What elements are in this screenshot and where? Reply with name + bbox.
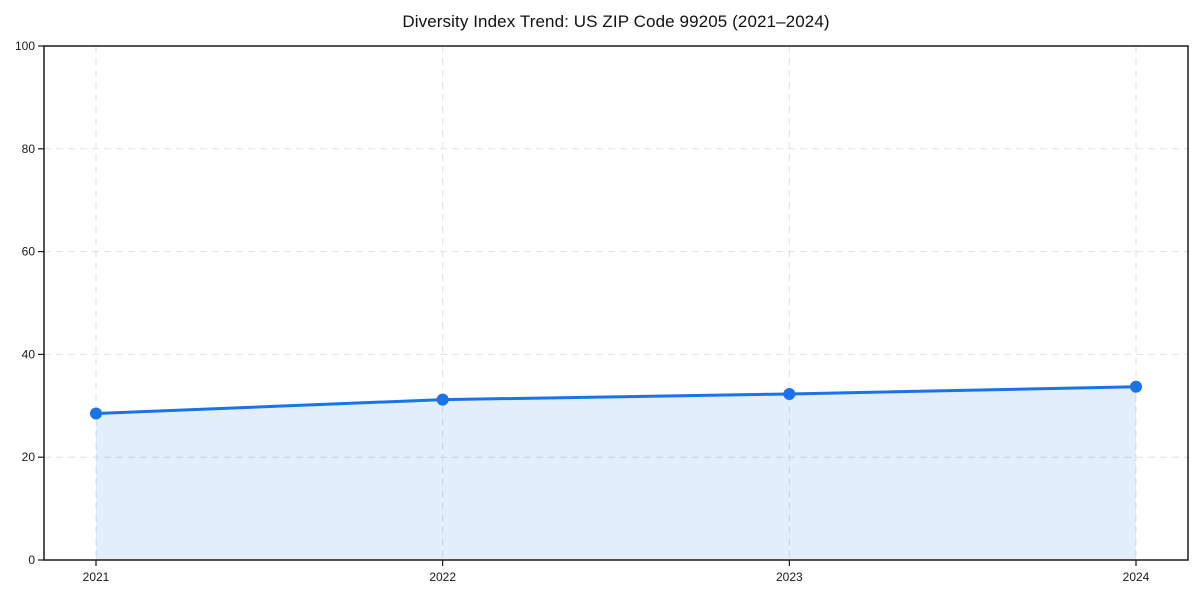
y-tick-label: 40 — [22, 347, 36, 361]
data-point-marker — [90, 407, 102, 420]
data-point-marker — [436, 393, 449, 406]
data-point-marker — [783, 387, 796, 400]
chart-title: Diversity Index Trend: US ZIP Code 99205… — [402, 12, 830, 31]
y-tick-label: 100 — [15, 39, 35, 53]
x-tick-label: 2021 — [83, 570, 110, 584]
x-tick-label: 2022 — [429, 570, 456, 584]
y-tick-label: 0 — [28, 553, 35, 567]
trend-line — [94, 385, 1138, 416]
x-tick-label: 2024 — [1123, 570, 1150, 584]
y-tick-label: 20 — [22, 450, 36, 464]
area-fill — [96, 386, 1136, 560]
y-tick-label: 60 — [22, 245, 36, 259]
data-point-marker — [1130, 380, 1142, 393]
y-tick-label: 80 — [22, 142, 36, 156]
plot-border — [43, 45, 1189, 561]
x-tick-label: 2023 — [776, 570, 803, 584]
